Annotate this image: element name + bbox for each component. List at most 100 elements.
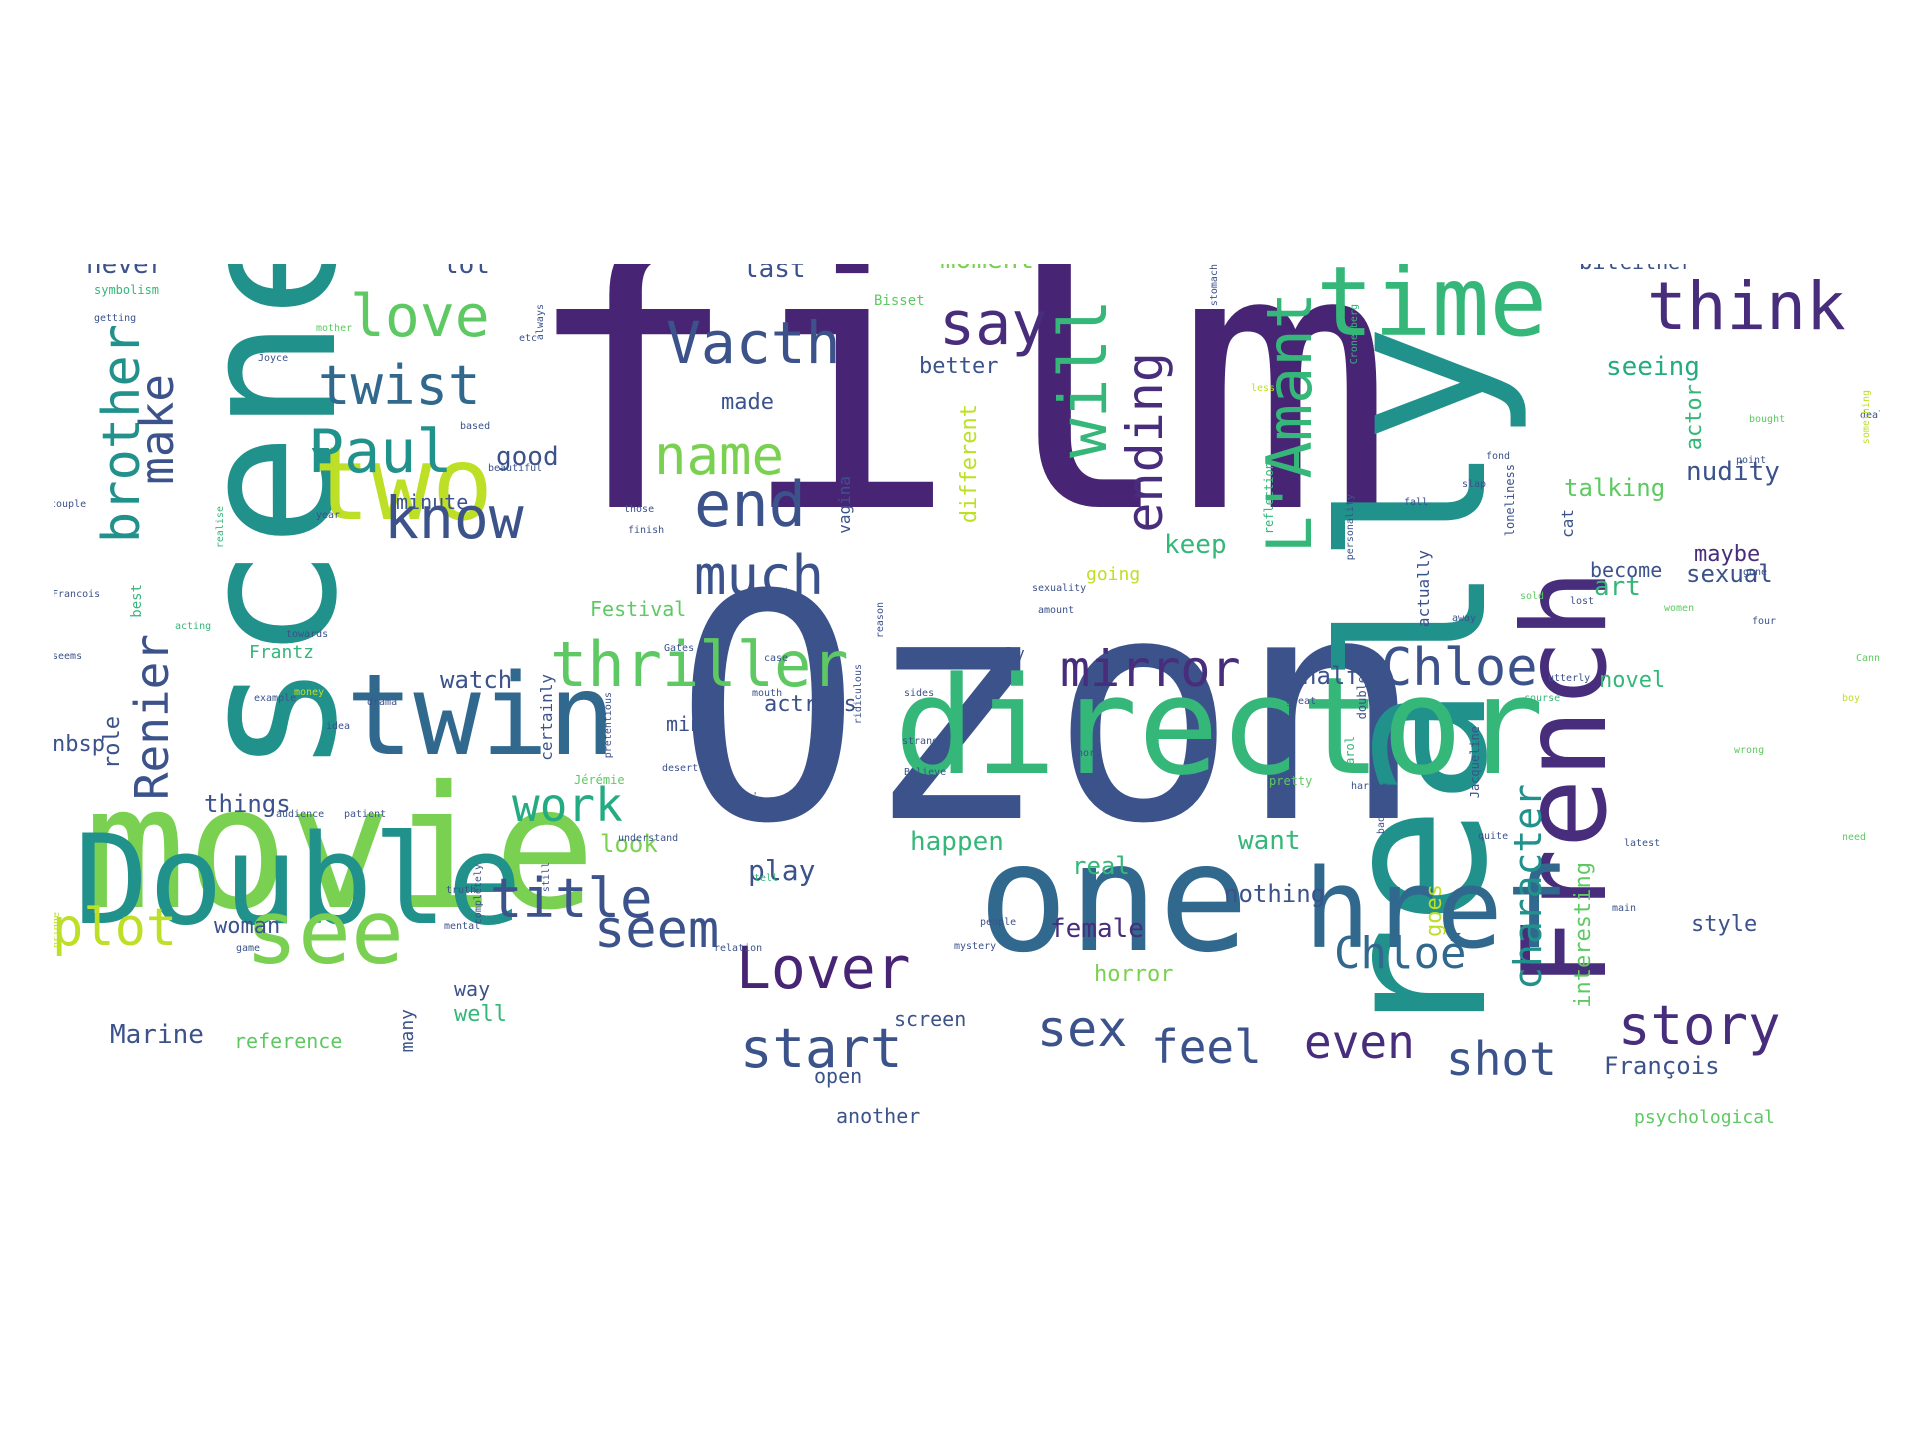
- cloud-word: interesting: [1571, 862, 1596, 1008]
- cloud-word: love: [350, 282, 490, 350]
- cloud-word: example: [254, 693, 297, 704]
- cloud-word: bridge: [54, 912, 62, 949]
- cloud-word: couple: [54, 499, 87, 510]
- cloud-word: title: [490, 867, 653, 930]
- cloud-word: Frantz: [249, 642, 315, 663]
- cloud-word: audience: [276, 809, 325, 820]
- cloud-word: truth: [446, 885, 477, 896]
- cloud-word: mouth: [752, 688, 783, 699]
- cloud-word: good: [496, 442, 559, 472]
- cloud-word: female: [1050, 914, 1144, 944]
- cloud-word: sex: [1037, 1000, 1128, 1058]
- cloud-word: best: [129, 584, 145, 618]
- cloud-word: main: [1612, 903, 1637, 914]
- cloud-word: utterly: [1548, 673, 1591, 684]
- cloud-word: much: [694, 544, 825, 607]
- cloud-word: based: [460, 421, 491, 432]
- cloud-word: lost: [1570, 596, 1595, 607]
- cloud-word: shot: [1446, 1032, 1557, 1086]
- cloud-word: nudity: [1686, 457, 1780, 487]
- cloud-word: name: [654, 424, 785, 487]
- cloud-word: Jérémie: [574, 773, 625, 787]
- cloud-word: relation: [714, 943, 763, 954]
- cloud-word: time: [1316, 264, 1548, 358]
- cloud-word: one: [978, 812, 1249, 986]
- cloud-word: mother: [316, 323, 353, 334]
- cloud-word: still: [541, 862, 552, 893]
- cloud-word: Ozon: [674, 528, 1426, 892]
- cloud-word: twin: [346, 651, 616, 781]
- cloud-word: href: [1304, 845, 1569, 973]
- cloud-word: keep: [1164, 530, 1227, 560]
- cloud-word: reflection: [1262, 462, 1276, 535]
- cloud-word: mind: [666, 712, 715, 736]
- cloud-word: woman: [214, 914, 281, 939]
- cloud-word: year: [316, 510, 341, 521]
- cloud-word: mystery: [954, 941, 997, 952]
- cloud-word: seems: [54, 651, 83, 662]
- cloud-word: made: [721, 390, 774, 415]
- cloud-word: Renier: [125, 634, 179, 801]
- cloud-word: never: [86, 264, 165, 280]
- cloud-word: character: [1506, 784, 1550, 990]
- cloud-word: Lover: [736, 934, 911, 1002]
- cloud-word: Double: [74, 809, 522, 953]
- cloud-word: slap: [1462, 479, 1487, 490]
- cloud-word: play: [748, 854, 816, 887]
- cloud-word: four: [1752, 616, 1777, 627]
- cloud-word: watch: [440, 666, 513, 694]
- cloud-word: role: [100, 716, 125, 769]
- cloud-word: Cannes: [1856, 653, 1880, 664]
- cloud-word: strange: [902, 736, 945, 747]
- cloud-word: seem: [594, 900, 720, 960]
- cloud-word: feel: [1151, 1020, 1262, 1074]
- cloud-word: half: [1302, 662, 1360, 690]
- cloud-word: fond: [1486, 451, 1511, 462]
- cloud-word: always: [535, 304, 546, 341]
- cloud-word: desert: [662, 763, 699, 774]
- cloud-word: actually: [1414, 550, 1433, 628]
- cloud-word: way: [454, 977, 491, 1001]
- cloud-word: will: [1045, 299, 1122, 458]
- cloud-word: women: [1664, 603, 1695, 614]
- cloud-word: last: [743, 264, 806, 284]
- cloud-word: different: [957, 404, 982, 524]
- cloud-word: either: [1620, 264, 1692, 272]
- cloud-word: Bisset: [874, 293, 925, 309]
- cloud-word: personality: [1345, 494, 1356, 561]
- cloud-word: quite: [1478, 831, 1509, 842]
- cloud-word: latest: [1624, 838, 1661, 849]
- cloud-word: beautiful: [488, 463, 543, 474]
- cloud-word: money: [294, 687, 325, 698]
- cloud-word: need: [1842, 832, 1867, 843]
- cloud-word: plot: [54, 898, 178, 958]
- cloud-word: etc: [519, 333, 538, 344]
- cloud-word: double: [1355, 676, 1369, 720]
- cloud-word: pretentious: [603, 692, 614, 759]
- cloud-word: open: [814, 1064, 863, 1088]
- cloud-word: novel: [1599, 668, 1666, 693]
- cloud-word: bit: [1579, 264, 1619, 274]
- cloud-word: House: [906, 800, 937, 811]
- cloud-word: see: [245, 881, 404, 984]
- cloud-word: Cronenberg: [1349, 304, 1360, 365]
- cloud-word: mental: [444, 921, 481, 932]
- cloud-word: bad: [1376, 816, 1387, 835]
- cloud-word: great: [1286, 696, 1317, 707]
- cloud-word: maybe: [1694, 542, 1761, 567]
- cloud-word: Vacth: [666, 309, 841, 377]
- cloud-word: Festival: [590, 597, 687, 621]
- cloud-word: Paul: [308, 417, 453, 487]
- cloud-word: François: [1604, 1052, 1720, 1080]
- cloud-word: point: [1736, 455, 1767, 466]
- cloud-word: vagina: [835, 476, 854, 534]
- cloud-word: actress: [764, 692, 857, 717]
- cloud-word: those: [624, 504, 655, 515]
- cloud-word: art: [1594, 572, 1641, 602]
- cloud-word: nbsp: [54, 732, 105, 757]
- cloud-word: another: [836, 1104, 921, 1128]
- cloud-word: actor: [1682, 384, 1707, 451]
- cloud-word: screen: [894, 1007, 967, 1031]
- cloud-word: mirror: [1060, 640, 1241, 698]
- word-cloud: film Ozon really scene movie director Double on…: [54, 264, 1880, 1184]
